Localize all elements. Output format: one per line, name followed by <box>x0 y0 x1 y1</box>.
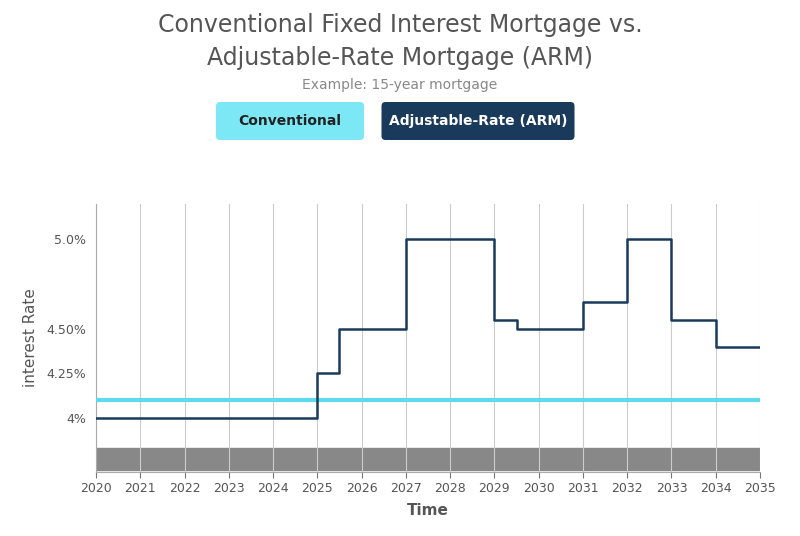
Text: Adjustable-Rate Mortgage (ARM): Adjustable-Rate Mortgage (ARM) <box>207 46 593 70</box>
FancyBboxPatch shape <box>216 102 364 140</box>
X-axis label: Time: Time <box>407 503 449 518</box>
Text: Example: 15-year mortgage: Example: 15-year mortgage <box>302 78 498 92</box>
Text: Conventional: Conventional <box>238 114 342 128</box>
Text: Conventional Fixed Interest Mortgage vs.: Conventional Fixed Interest Mortgage vs. <box>158 13 642 38</box>
Bar <box>96 449 760 470</box>
Y-axis label: interest Rate: interest Rate <box>23 288 38 387</box>
Text: Adjustable-Rate (ARM): Adjustable-Rate (ARM) <box>389 114 567 128</box>
FancyBboxPatch shape <box>382 102 574 140</box>
